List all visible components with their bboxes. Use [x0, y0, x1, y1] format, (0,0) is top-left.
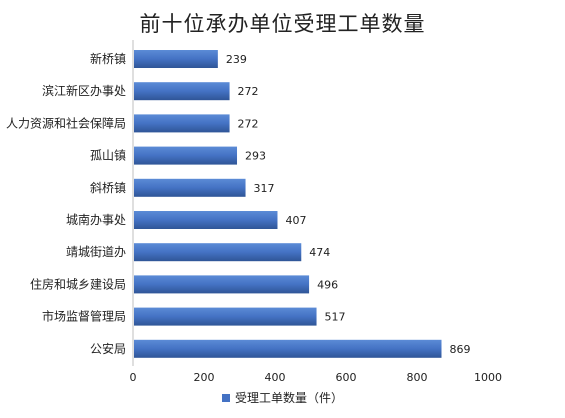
- category-label: 人力资源和社会保障局: [6, 115, 126, 130]
- x-tick-label: 0: [130, 371, 137, 384]
- data-label: 496: [317, 278, 338, 291]
- bar: [134, 275, 310, 294]
- data-label: 293: [245, 150, 266, 163]
- legend: 受理工单数量（件）: [0, 389, 565, 406]
- category-label: 城南办事处: [66, 212, 126, 227]
- legend-swatch: [221, 394, 230, 402]
- data-label: 407: [285, 214, 306, 227]
- x-tick-label: 200: [194, 371, 215, 384]
- x-tick-label: 800: [407, 371, 428, 384]
- x-tick-label: 400: [265, 371, 286, 384]
- data-label: 474: [309, 246, 330, 259]
- data-label: 239: [226, 53, 247, 66]
- category-label: 市场监督管理局: [42, 309, 126, 324]
- data-label: 517: [325, 311, 346, 324]
- category-label: 孤山镇: [90, 149, 126, 163]
- category-label: 滨江新区办事处: [42, 83, 126, 98]
- category-label: 斜桥镇: [90, 181, 126, 195]
- bar: [134, 114, 230, 133]
- category-label: 公安局: [90, 341, 126, 356]
- category-label: 靖城街道办: [66, 244, 126, 259]
- bar: [134, 50, 218, 68]
- legend-label: 受理工单数量（件）: [234, 391, 343, 405]
- bar: [134, 178, 246, 197]
- bar: [134, 146, 238, 165]
- bar: [134, 339, 442, 358]
- bar: [134, 243, 302, 262]
- x-tick-label: 600: [336, 371, 357, 384]
- data-label: 869: [449, 343, 470, 356]
- chart-title: 前十位承办单位受理工单数量: [139, 12, 426, 36]
- bar: [134, 82, 230, 101]
- data-label: 272: [238, 85, 259, 98]
- bar: [134, 211, 278, 229]
- data-label: 272: [238, 117, 259, 130]
- category-label: 新桥镇: [90, 51, 126, 66]
- data-label: 317: [254, 182, 275, 195]
- category-label: 住房和城乡建设局: [30, 276, 126, 291]
- bar: [134, 307, 317, 326]
- x-tick-label: 1000: [474, 371, 502, 384]
